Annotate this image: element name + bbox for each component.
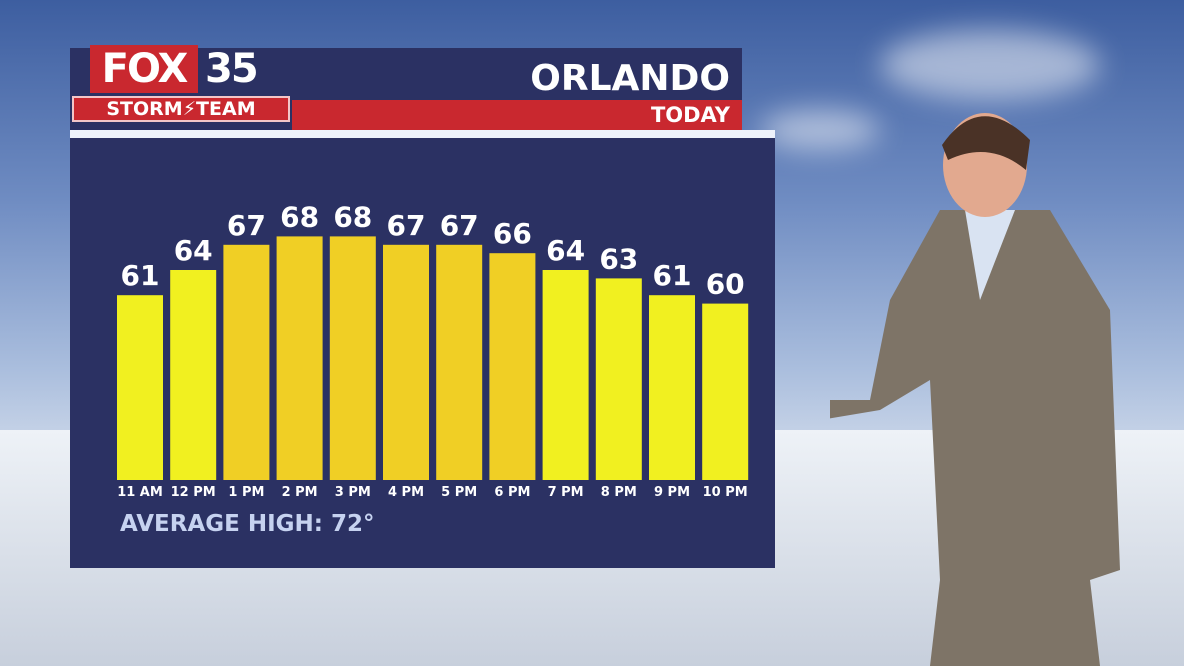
bar	[702, 303, 749, 480]
data-label: 63	[599, 242, 638, 275]
bar	[436, 244, 483, 480]
chart-panel: 61 11 AM 64 12 PM 67 1 PM 68 2 PM 68 3 PM 67 4 PM 67…	[70, 138, 775, 568]
city-title: ORLANDO	[530, 58, 730, 99]
cloud	[880, 30, 1100, 100]
x-tick-label: 9 PM	[654, 485, 690, 500]
hourly-temperature-chart: 61 11 AM 64 12 PM 67 1 PM 68 2 PM 68 3 PM 67 4 PM 67…	[117, 200, 749, 500]
data-label: 66	[493, 217, 532, 250]
logo-fox: FOX	[90, 45, 198, 93]
meteorologist	[830, 113, 1120, 666]
bar	[649, 295, 695, 480]
data-label: 67	[440, 209, 479, 242]
x-tick-label: 6 PM	[494, 485, 530, 500]
average-high: AVERAGE HIGH: 72°	[120, 511, 375, 537]
data-label: 67	[227, 209, 266, 242]
bar	[383, 244, 429, 480]
bar	[542, 270, 589, 480]
x-tick-label: 4 PM	[388, 485, 424, 500]
period-label: TODAY	[650, 103, 730, 127]
header-red-bar	[292, 100, 742, 130]
x-tick-label: 2 PM	[282, 485, 318, 500]
bar	[329, 236, 376, 480]
divider	[70, 130, 775, 138]
bar	[489, 253, 536, 480]
x-tick-label: 3 PM	[335, 485, 371, 500]
x-tick-label: 10 PM	[703, 485, 748, 500]
x-tick-label: 1 PM	[228, 485, 264, 500]
bar	[595, 278, 642, 480]
data-label: 64	[174, 234, 213, 267]
data-label: 64	[546, 234, 585, 267]
data-label: 68	[280, 200, 319, 233]
bar	[223, 244, 270, 480]
storm-team-logo: STORM⚡TEAM	[72, 96, 290, 122]
x-tick-label: 8 PM	[601, 485, 637, 500]
bar	[276, 236, 323, 480]
data-label: 67	[387, 209, 426, 242]
logo-number: 35	[205, 46, 259, 92]
data-label: 60	[706, 268, 745, 301]
bar	[117, 295, 163, 480]
x-tick-label: 12 PM	[171, 485, 216, 500]
data-label: 61	[653, 259, 692, 292]
data-label: 61	[121, 259, 160, 292]
x-tick-label: 7 PM	[548, 485, 584, 500]
bar	[170, 270, 217, 480]
cloud	[760, 110, 880, 150]
data-label: 68	[333, 200, 372, 233]
x-tick-label: 11 AM	[117, 485, 163, 500]
x-tick-label: 5 PM	[441, 485, 477, 500]
